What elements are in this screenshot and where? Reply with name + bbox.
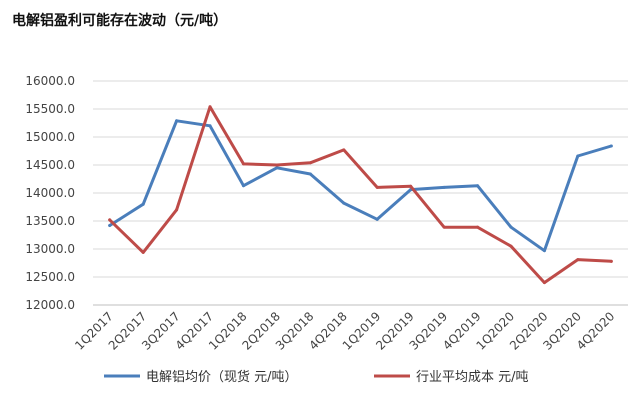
series-1-point [208,124,212,128]
series-line-2 [108,105,613,285]
series-1-point [442,185,446,189]
chart-title: 电解铝盈利可能存在波动（元/吨） [12,13,228,29]
series-2-point [108,218,112,222]
series-2-point [141,250,145,254]
series-2-point [342,148,346,152]
series-line-1 [108,119,613,253]
series-2-point [409,184,413,188]
series-1-point [141,202,145,206]
series-2-point [609,259,613,263]
series-2-point [241,162,245,166]
y-tick-label: 13000.0 [25,242,75,256]
series-1-point [175,119,179,123]
series-1-point [576,154,580,158]
series-2-point [509,244,513,248]
y-tick-label: 15000.0 [25,130,75,144]
series-2-point [576,258,580,262]
y-tick-label: 13500.0 [25,214,75,228]
y-tick-label: 12000.0 [25,298,75,312]
series-1-point [241,184,245,188]
series-1-point [308,172,312,176]
y-tick-label: 14000.0 [25,186,75,200]
series-1-point [542,249,546,253]
series-2-point [175,208,179,212]
series-1-point [108,223,112,227]
y-tick-label: 16000.0 [25,74,75,88]
series-1-point [375,217,379,221]
series-2-point [442,225,446,229]
series-1-point [275,166,279,170]
y-tick-label: 15500.0 [25,102,75,116]
series-1-point [509,225,513,229]
y-tick-label: 14500.0 [25,158,75,172]
series-2-point [375,185,379,189]
series-2-point [476,225,480,229]
series-1-point [476,184,480,188]
series-2-point [308,161,312,165]
series-1-point [609,144,613,148]
y-tick-label: 12500.0 [25,270,75,284]
legend-label-1: 电解铝均价（现货 元/吨） [146,369,298,385]
series-2-point [208,105,212,109]
series-1-point [342,201,346,205]
series-2-point [275,163,279,167]
legend-label-2: 行业平均成本 元/吨 [416,370,529,385]
series-2-point [542,281,546,285]
